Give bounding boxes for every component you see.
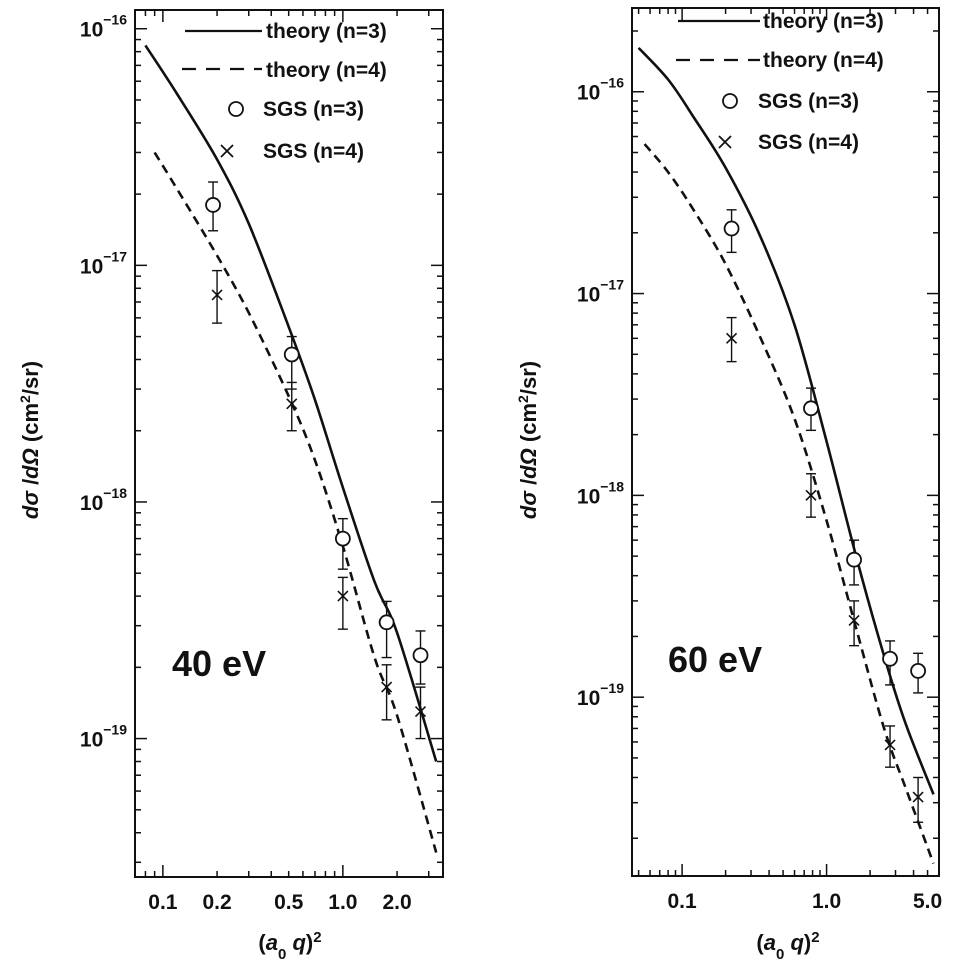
panel-annotation: 40 eV: [172, 643, 266, 684]
legend-cross-marker: [718, 135, 732, 149]
sgs-n4-point: [211, 269, 223, 324]
sgs-n4-point: [884, 725, 896, 768]
y-tick-label: 10−18: [80, 485, 127, 515]
x-axis-title: (a0 q)2: [258, 929, 321, 963]
theory-n3-line: [144, 44, 438, 762]
theory-n4-line: [153, 151, 438, 853]
series-layer: [144, 44, 438, 853]
sgs-n4-point: [414, 686, 427, 740]
sgs-n4-point: [726, 316, 738, 363]
y-tick-label: 10−19: [80, 722, 127, 752]
sgs-n4-point: [848, 600, 860, 647]
sgs-n3-point: [723, 209, 740, 254]
legend-circle-marker: [722, 93, 738, 109]
sgs-n3-point: [803, 387, 819, 432]
ticks: 10−16 10−17 10−18 10−19 0.1 0.2 0.5 1.0 2.0: [80, 10, 443, 914]
x-tick-label: 1.0: [812, 890, 841, 913]
sgs-n4-point: [286, 381, 298, 432]
y-axis-title: dσ /dΩ (cm2/sr): [515, 361, 541, 519]
sgs-n3-point: [412, 630, 429, 685]
x-tick-label: 5.0: [913, 890, 942, 913]
series-layer: [637, 47, 935, 864]
sgs-n3-point: [846, 539, 862, 586]
sgs-n3-point: [283, 335, 300, 390]
legend-label-sgs-n4: SGS (n=4): [263, 140, 364, 163]
legend: theory (n=3) theory (n=4) SGS (n=3) SGS …: [676, 10, 884, 154]
legend-label-sgs-n3: SGS (n=3): [263, 98, 364, 121]
legend-cross-marker: [220, 144, 234, 158]
legend: theory (n=3) theory (n=4) SGS (n=3) SGS …: [182, 20, 387, 163]
x-axis-title: (a0 q)2: [756, 929, 819, 963]
sgs-n4-point: [381, 664, 393, 721]
sgs-n3-point: [334, 517, 351, 570]
panel-40ev: 10−16 10−17 10−18 10−19 0.1 0.2 0.5 1.0 2.0 40 e…: [17, 9, 444, 963]
y-tick-label: 10−17: [577, 277, 624, 307]
panel-annotation: 60 eV: [668, 639, 762, 680]
x-tick-label: 0.2: [202, 891, 231, 914]
y-tick-label: 10−19: [577, 680, 624, 710]
y-tick-label: 10−16: [577, 75, 624, 105]
sgs-n4-point: [805, 473, 817, 518]
legend-label-theory-n3: theory (n=3): [763, 10, 884, 33]
sgs-n3-point: [882, 640, 898, 686]
legend-label-theory-n4: theory (n=4): [763, 49, 884, 72]
y-tick-label: 10−16: [80, 12, 127, 42]
sgs-n4-point: [912, 776, 924, 823]
ticks: 10−16 10−17 10−18 10−19 0.1 1.0 5.0: [577, 8, 942, 913]
panel-60ev: 10−16 10−17 10−18 10−19 0.1 1.0 5.0 60 eV theo…: [515, 7, 942, 963]
legend-circle-marker: [228, 101, 244, 117]
sgs-n3-point: [205, 181, 221, 232]
sgs-n3-point: [910, 652, 926, 694]
theory-n3-line: [637, 47, 935, 795]
y-tick-label: 10−18: [577, 478, 624, 508]
sgs-n3-point: [378, 600, 395, 659]
legend-label-sgs-n4: SGS (n=4): [758, 131, 859, 154]
x-tick-label: 1.0: [328, 891, 357, 914]
legend-label-theory-n3: theory (n=3): [266, 20, 387, 43]
y-axis-title: dσ /dΩ (cm2/sr): [17, 361, 43, 519]
x-tick-label: 0.5: [274, 891, 304, 914]
x-tick-label: 0.1: [668, 890, 698, 913]
plot-frame: [631, 7, 940, 877]
sgs-n4-point: [337, 576, 349, 630]
x-tick-label: 0.1: [148, 891, 178, 914]
y-tick-label: 10−17: [80, 248, 127, 278]
legend-label-theory-n4: theory (n=4): [266, 59, 387, 82]
x-tick-label: 2.0: [382, 891, 411, 914]
legend-label-sgs-n3: SGS (n=3): [758, 90, 859, 113]
